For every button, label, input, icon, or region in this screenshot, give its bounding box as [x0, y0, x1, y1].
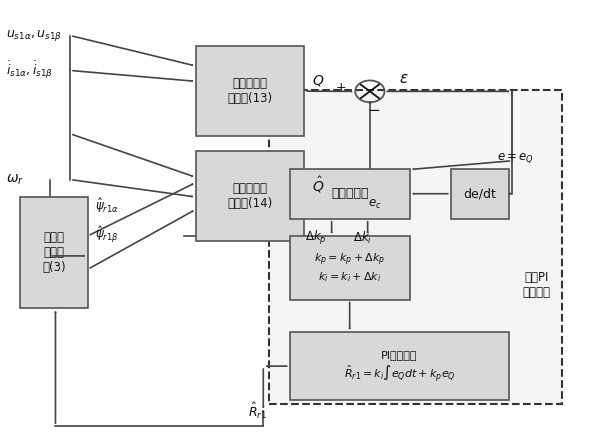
Text: $\hat{R}_{r1}$: $\hat{R}_{r1}$ — [248, 401, 267, 421]
Text: de/dt: de/dt — [463, 187, 496, 200]
Text: $e=e_Q$: $e=e_Q$ — [496, 151, 534, 164]
Text: $\Delta k_p$: $\Delta k_p$ — [305, 229, 327, 247]
FancyBboxPatch shape — [451, 169, 509, 219]
Text: −: − — [367, 103, 380, 118]
Text: $Q$: $Q$ — [311, 73, 324, 88]
Text: $u_{s1\alpha},u_{s1\beta}$: $u_{s1\alpha},u_{s1\beta}$ — [6, 28, 61, 43]
Text: +: + — [335, 80, 346, 94]
FancyBboxPatch shape — [269, 90, 562, 404]
FancyBboxPatch shape — [290, 169, 410, 219]
FancyBboxPatch shape — [20, 197, 87, 308]
Text: 模糊PI
自适应律: 模糊PI 自适应律 — [522, 271, 550, 299]
FancyBboxPatch shape — [290, 332, 509, 400]
Text: $\Delta k_i$: $\Delta k_i$ — [353, 229, 372, 246]
Text: $\hat{\psi}_{r1\beta}$: $\hat{\psi}_{r1\beta}$ — [95, 224, 119, 244]
FancyBboxPatch shape — [196, 151, 304, 240]
Text: 转子磁
链观测
器(3): 转子磁 链观测 器(3) — [42, 231, 66, 274]
Text: 模糊控制器: 模糊控制器 — [331, 187, 368, 200]
Text: $\hat{Q}$: $\hat{Q}$ — [311, 175, 324, 195]
Text: 无功功率参
考模型(13): 无功功率参 考模型(13) — [228, 77, 272, 105]
FancyBboxPatch shape — [196, 46, 304, 136]
Text: $\varepsilon$: $\varepsilon$ — [399, 71, 408, 86]
Text: $e_c$: $e_c$ — [368, 198, 381, 211]
Text: $\omega_r$: $\omega_r$ — [6, 172, 24, 187]
FancyBboxPatch shape — [290, 236, 410, 300]
Text: 无功功率可
调模型(14): 无功功率可 调模型(14) — [228, 182, 273, 210]
Text: PI自适应律
$\hat{R}_{r1}=k_i\int e_Q dt+k_p e_Q$: PI自适应律 $\hat{R}_{r1}=k_i\int e_Q dt+k_p … — [343, 350, 455, 382]
Text: $\dot{i}_{s1\alpha},\dot{i}_{s1\beta}$: $\dot{i}_{s1\alpha},\dot{i}_{s1\beta}$ — [6, 60, 53, 81]
Text: $\hat{\psi}_{r1\alpha}$: $\hat{\psi}_{r1\alpha}$ — [95, 196, 119, 215]
Text: $k_p=k_p+\Delta k_p$
$k_i=k_i+\Delta k_i$: $k_p=k_p+\Delta k_p$ $k_i=k_i+\Delta k_i… — [314, 252, 385, 284]
